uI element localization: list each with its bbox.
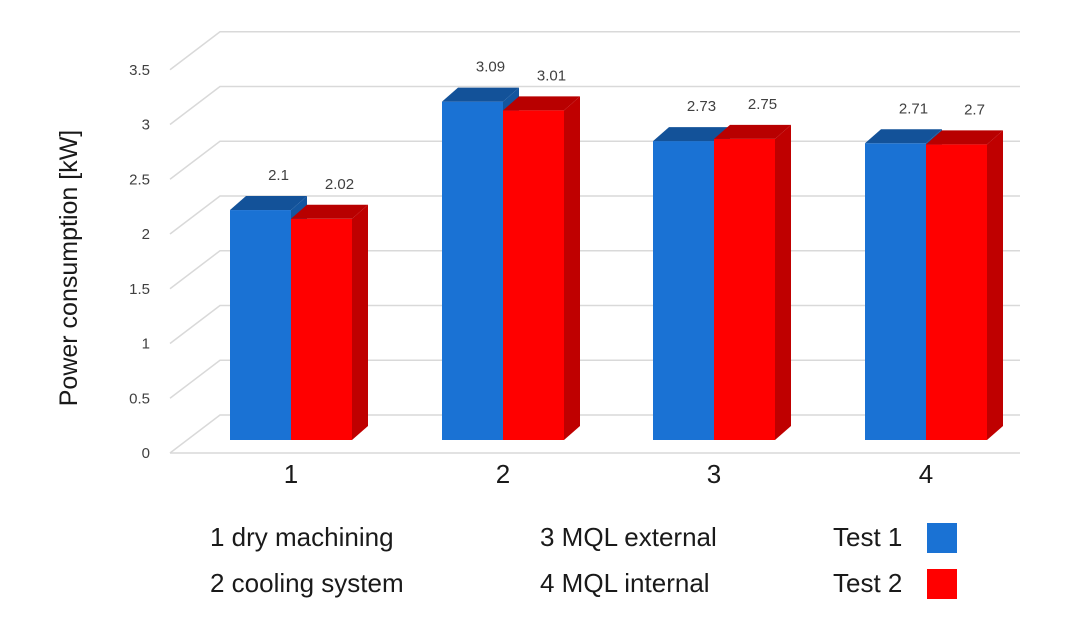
bar-top-test1-cat-1 bbox=[230, 196, 307, 211]
y-tick-label: 1 bbox=[142, 336, 150, 353]
legend-swatch-test1 bbox=[927, 523, 957, 553]
bar-side-test2-cat-1 bbox=[352, 204, 368, 440]
bar-test2-cat-4 bbox=[926, 144, 987, 440]
data-label: 2.71 bbox=[899, 100, 928, 117]
legend-swatch-test2 bbox=[927, 569, 957, 599]
y-tick-label: 2 bbox=[142, 226, 150, 243]
y-axis-label: Power consumption [kW] bbox=[55, 130, 83, 407]
bar-top-test2-cat-2 bbox=[503, 96, 580, 111]
legend-category-2: 2 cooling system bbox=[210, 568, 404, 598]
bar-test2-cat-3 bbox=[714, 138, 775, 440]
legend-series-test1: Test 1 bbox=[833, 522, 903, 552]
bar-top-test2-cat-4 bbox=[926, 130, 1003, 145]
bar-test2-cat-1 bbox=[291, 218, 352, 440]
bar-side-test2-cat-3 bbox=[775, 124, 791, 440]
bar-test1-cat-3 bbox=[653, 141, 714, 440]
y-tick-label: 0 bbox=[142, 445, 150, 462]
data-label: 2.75 bbox=[748, 96, 777, 113]
y-tick-label: 2.5 bbox=[129, 171, 150, 188]
gridline bbox=[169, 85, 1020, 126]
bar-top-test1-cat-2 bbox=[442, 87, 519, 102]
y-tick-label: 0.5 bbox=[129, 390, 150, 407]
legend-series-test2: Test 2 bbox=[833, 568, 903, 598]
bar-test1-cat-2 bbox=[442, 101, 503, 441]
legend-category-1: 1 dry machining bbox=[210, 522, 394, 552]
y-tick-label: 1.5 bbox=[129, 281, 150, 298]
data-label: 3.09 bbox=[476, 59, 505, 76]
bar-side-test2-cat-4 bbox=[987, 130, 1003, 440]
x-tick-label: 1 bbox=[284, 459, 298, 489]
bar-top-test1-cat-4 bbox=[865, 129, 942, 144]
bar-side-test2-cat-2 bbox=[564, 96, 580, 440]
data-label: 2.1 bbox=[268, 167, 289, 184]
data-label: 2.02 bbox=[325, 176, 354, 193]
data-label: 2.73 bbox=[687, 98, 716, 115]
bar-test1-cat-1 bbox=[230, 210, 291, 440]
legend-category-3: 3 MQL external bbox=[540, 522, 717, 552]
bar-top-test2-cat-3 bbox=[714, 124, 791, 139]
x-tick-label: 2 bbox=[496, 459, 510, 489]
x-tick-label: 4 bbox=[919, 459, 933, 489]
legend-category-4: 4 MQL internal bbox=[540, 568, 710, 598]
data-label: 3.01 bbox=[537, 67, 566, 84]
x-tick-label: 3 bbox=[707, 459, 721, 489]
y-tick-label: 3 bbox=[142, 117, 150, 134]
bar-test2-cat-2 bbox=[503, 110, 564, 440]
data-label: 2.7 bbox=[964, 101, 985, 118]
bar-test1-cat-4 bbox=[865, 143, 926, 440]
bar-top-test1-cat-3 bbox=[653, 127, 730, 142]
bar-chart-svg: 0 0.5 1 1.5 2 2.5 3 3.5 Power consumption [kW] 2.… bbox=[55, 31, 1020, 489]
y-tick-label: 3.5 bbox=[129, 62, 150, 79]
bar-top-test2-cat-1 bbox=[291, 204, 368, 219]
gridline bbox=[169, 31, 1020, 71]
